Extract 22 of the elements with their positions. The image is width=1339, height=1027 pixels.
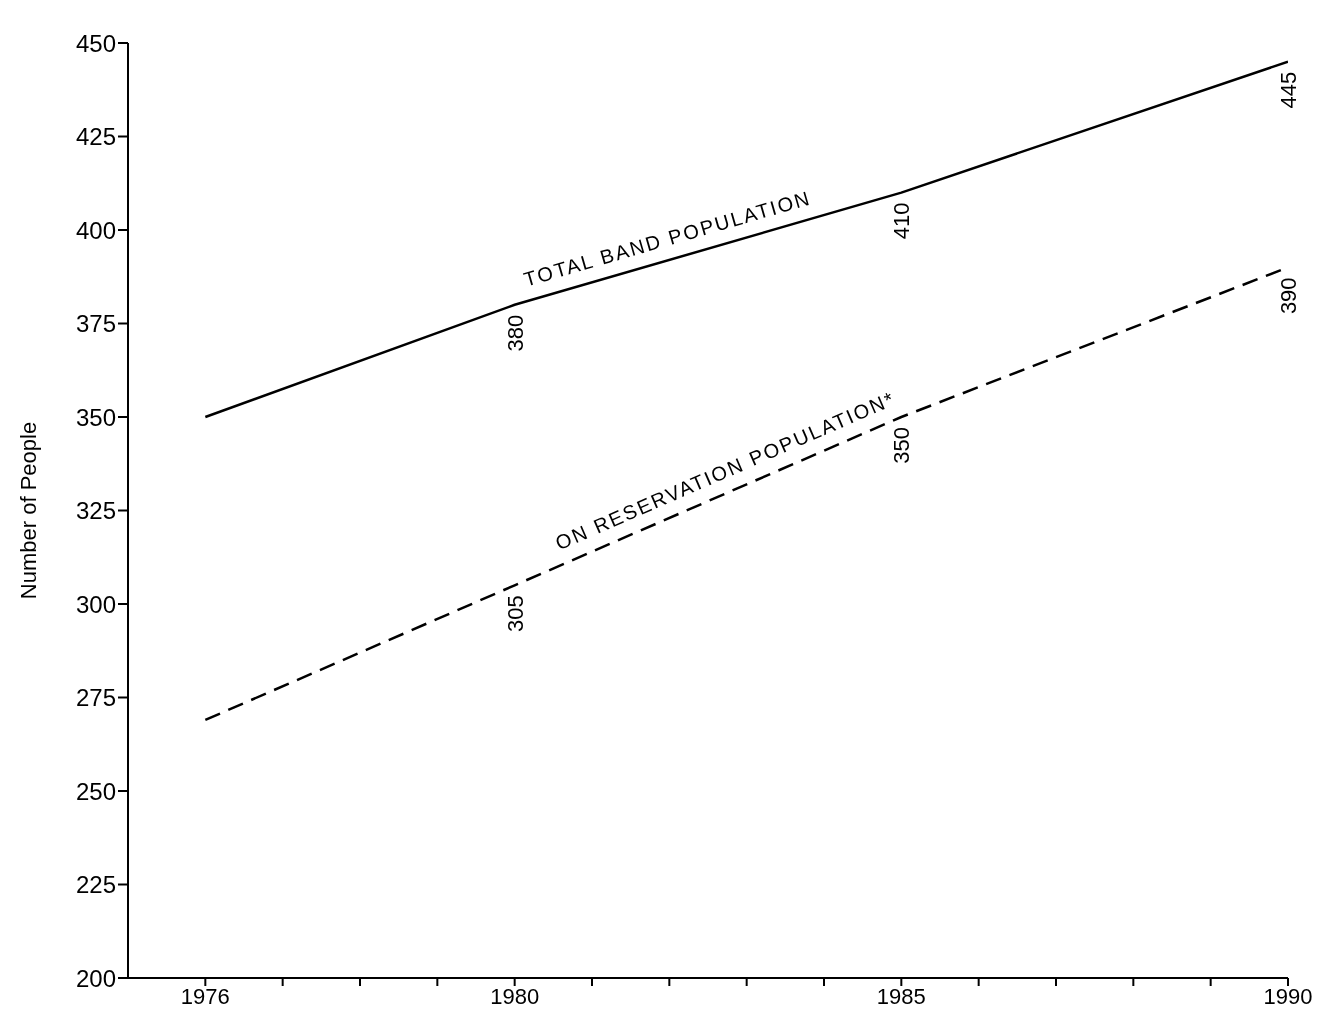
data-label: 305 xyxy=(502,595,528,633)
y-tick-label: 325 xyxy=(75,497,116,525)
y-tick-label: 425 xyxy=(75,123,116,151)
y-tick-label: 450 xyxy=(75,29,116,57)
y-tick-label: 300 xyxy=(75,590,116,618)
data-label: 410 xyxy=(889,202,915,240)
y-tick-label: 225 xyxy=(75,871,116,899)
y-tick-label: 350 xyxy=(75,403,116,431)
data-label: 445 xyxy=(1276,71,1301,109)
y-tick-label: 400 xyxy=(75,216,116,244)
x-tick-label: 1980 xyxy=(490,983,540,1009)
x-tick-label: 1990 xyxy=(1263,983,1313,1009)
x-tick-label: 1976 xyxy=(180,983,230,1009)
y-tick-label: 250 xyxy=(75,777,116,805)
y-tick-label: 275 xyxy=(75,684,116,712)
x-tick-label: 1985 xyxy=(876,983,926,1009)
data-label: 390 xyxy=(1276,277,1301,315)
data-label: 350 xyxy=(889,427,915,464)
y-tick-label: 375 xyxy=(75,310,116,338)
y-tick-label: 200 xyxy=(75,964,116,992)
y-axis-title: Number of People xyxy=(15,421,41,600)
data-label: 380 xyxy=(502,314,528,352)
